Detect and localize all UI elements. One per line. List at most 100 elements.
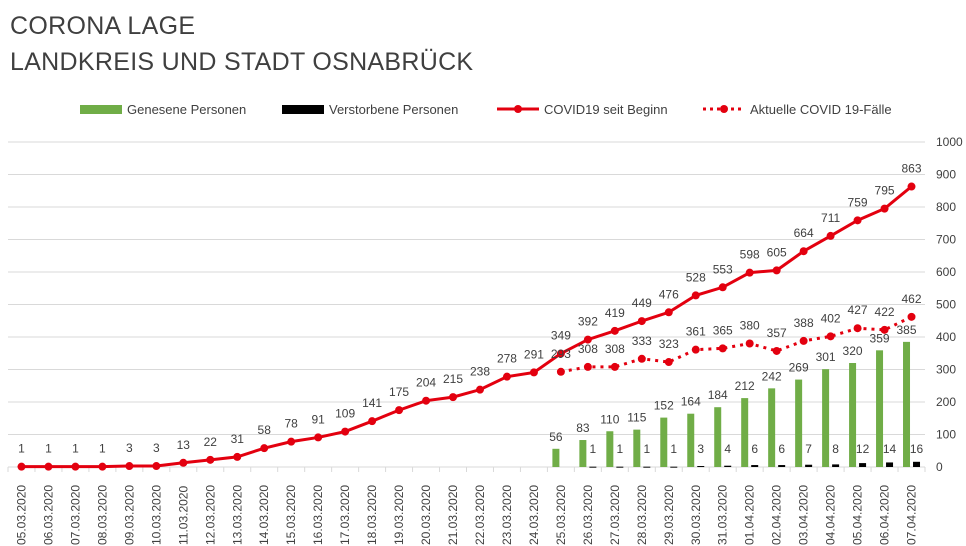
data-label-recovered: 269 (789, 361, 809, 375)
data-label-active: 361 (686, 325, 706, 339)
point-total (907, 182, 916, 191)
bar-deceased (859, 463, 867, 467)
data-label-recovered: 301 (816, 350, 836, 364)
data-label-deceased: 1 (643, 442, 650, 456)
x-tick-label: 10.03.2020 (149, 485, 163, 545)
bar-recovered (660, 417, 668, 467)
data-label-recovered: 242 (762, 369, 782, 383)
chart-title-line2: LANDKREIS UND STADT OSNABRÜCK (10, 48, 474, 76)
data-label-deceased: 4 (724, 442, 731, 456)
data-label-total: 175 (389, 385, 409, 399)
point-total (610, 326, 619, 335)
y-tick-label: 400 (936, 330, 956, 344)
bar-recovered (849, 363, 857, 467)
point-total (799, 247, 808, 256)
legend-deceased-swatch (282, 104, 324, 114)
data-label-recovered: 152 (654, 399, 674, 413)
x-tick-label: 17.03.2020 (338, 485, 352, 545)
point-total (17, 462, 26, 471)
data-label-active: 462 (901, 292, 921, 306)
data-label-deceased: 16 (910, 442, 924, 456)
x-tick-label: 31.03.2020 (716, 485, 730, 545)
data-label-total: 215 (443, 372, 463, 386)
point-total (71, 462, 80, 471)
data-label-recovered: 212 (735, 379, 755, 393)
data-label-deceased: 1 (616, 442, 623, 456)
data-label-total: 238 (470, 365, 490, 379)
point-total (637, 317, 646, 326)
data-label-deceased: 8 (832, 442, 839, 456)
x-tick-label: 07.03.2020 (68, 485, 82, 545)
chart-title-line1: CORONA LAGE (10, 12, 196, 40)
bar-recovered (687, 413, 695, 467)
y-tick-label: 200 (936, 395, 956, 409)
bar-recovered (579, 440, 587, 467)
x-tick-label: 14.03.2020 (257, 485, 271, 545)
data-label-deceased: 14 (883, 442, 897, 456)
data-label-total: 419 (605, 306, 625, 320)
data-label-total: 109 (335, 407, 355, 421)
x-tick-label: 20.03.2020 (419, 485, 433, 545)
legend-active-swatch (703, 102, 745, 116)
bar-deceased (724, 465, 732, 467)
data-label-active: 365 (713, 323, 733, 337)
data-label-total: 78 (285, 417, 299, 431)
data-label-total: 528 (686, 270, 706, 284)
data-label-recovered: 385 (896, 323, 916, 337)
x-tick-label: 15.03.2020 (284, 485, 298, 545)
point-total (260, 444, 269, 453)
bar-deceased (589, 466, 597, 468)
data-label-total: 291 (524, 347, 544, 361)
data-label-deceased: 6 (751, 442, 758, 456)
point-active (610, 362, 619, 371)
point-total (287, 437, 296, 446)
data-label-active: 380 (740, 319, 760, 333)
data-label-deceased: 12 (856, 442, 870, 456)
x-tick-label: 09.03.2020 (122, 485, 136, 545)
data-label-recovered: 83 (576, 421, 590, 435)
data-label-active: 323 (659, 337, 679, 351)
data-label-recovered: 56 (549, 430, 563, 444)
data-label-deceased: 7 (805, 442, 812, 456)
data-label-total: 1 (99, 442, 106, 456)
x-tick-label: 16.03.2020 (311, 485, 325, 545)
bar-deceased (643, 466, 651, 468)
point-total (664, 308, 673, 317)
point-total (368, 417, 377, 426)
bar-recovered (822, 369, 830, 467)
legend-total: COVID19 seit Beginn (497, 100, 668, 118)
data-label-active: 422 (875, 305, 895, 319)
point-active (853, 324, 862, 333)
data-label-total: 476 (659, 287, 679, 301)
y-tick-label: 700 (936, 233, 956, 247)
x-tick-label: 30.03.2020 (689, 485, 703, 545)
data-label-active: 308 (578, 342, 598, 356)
x-tick-label: 04.04.2020 (824, 485, 838, 545)
x-tick-label: 06.04.2020 (878, 485, 892, 545)
data-label-total: 204 (416, 376, 436, 390)
point-total (233, 452, 242, 461)
point-total (314, 433, 323, 442)
point-active (826, 332, 835, 341)
data-label-deceased: 1 (670, 442, 677, 456)
point-active (664, 358, 673, 367)
data-label-total: 31 (231, 432, 245, 446)
x-tick-label: 11.03.2020 (176, 486, 190, 545)
data-label-active: 308 (605, 342, 625, 356)
x-tick-label: 07.04.2020 (905, 485, 919, 545)
x-tick-label: 19.03.2020 (392, 485, 406, 545)
data-label-total: 795 (875, 184, 895, 198)
x-tick-label: 13.03.2020 (230, 485, 244, 545)
x-tick-label: 05.03.2020 (14, 485, 28, 545)
bar-recovered (633, 429, 641, 467)
legend-active-label: Aktuelle COVID 19-Fälle (750, 101, 892, 117)
x-tick-label: 03.04.2020 (797, 485, 811, 545)
data-label-recovered: 110 (600, 412, 619, 426)
point-total (206, 455, 215, 464)
point-total (583, 335, 592, 344)
point-total (475, 385, 484, 394)
x-tick-label: 08.03.2020 (95, 485, 109, 545)
data-label-recovered: 184 (708, 388, 728, 402)
data-label-total: 141 (362, 396, 382, 410)
bar-recovered (795, 379, 803, 467)
